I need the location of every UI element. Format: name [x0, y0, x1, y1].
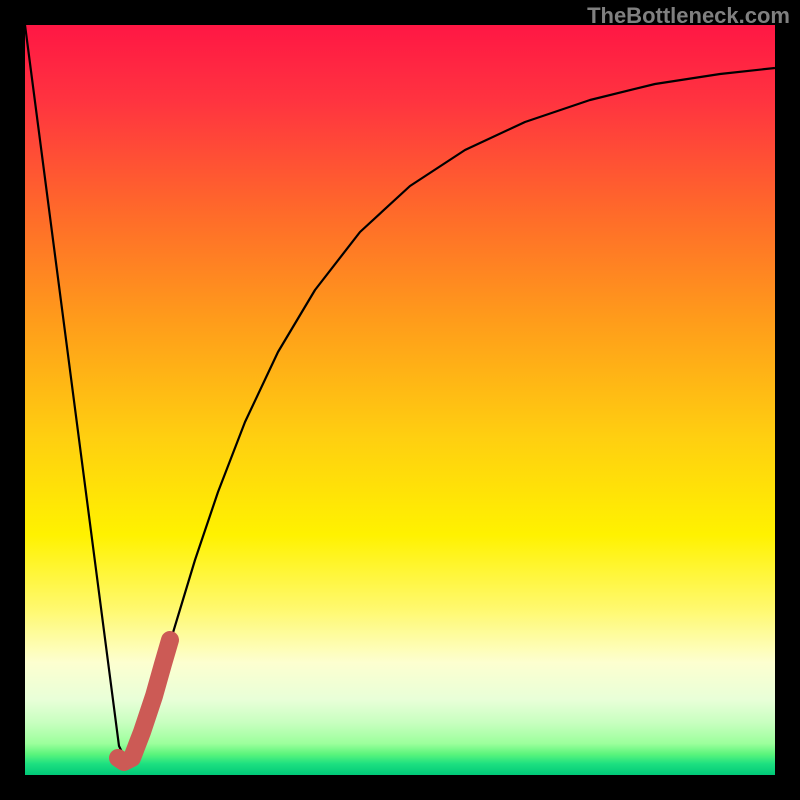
watermark-text: TheBottleneck.com — [587, 3, 790, 29]
bottleneck-curve — [25, 25, 775, 760]
curve-layer — [25, 25, 775, 775]
chart-container: TheBottleneck.com — [0, 0, 800, 800]
marker-j — [118, 640, 170, 762]
plot-area — [25, 25, 775, 775]
